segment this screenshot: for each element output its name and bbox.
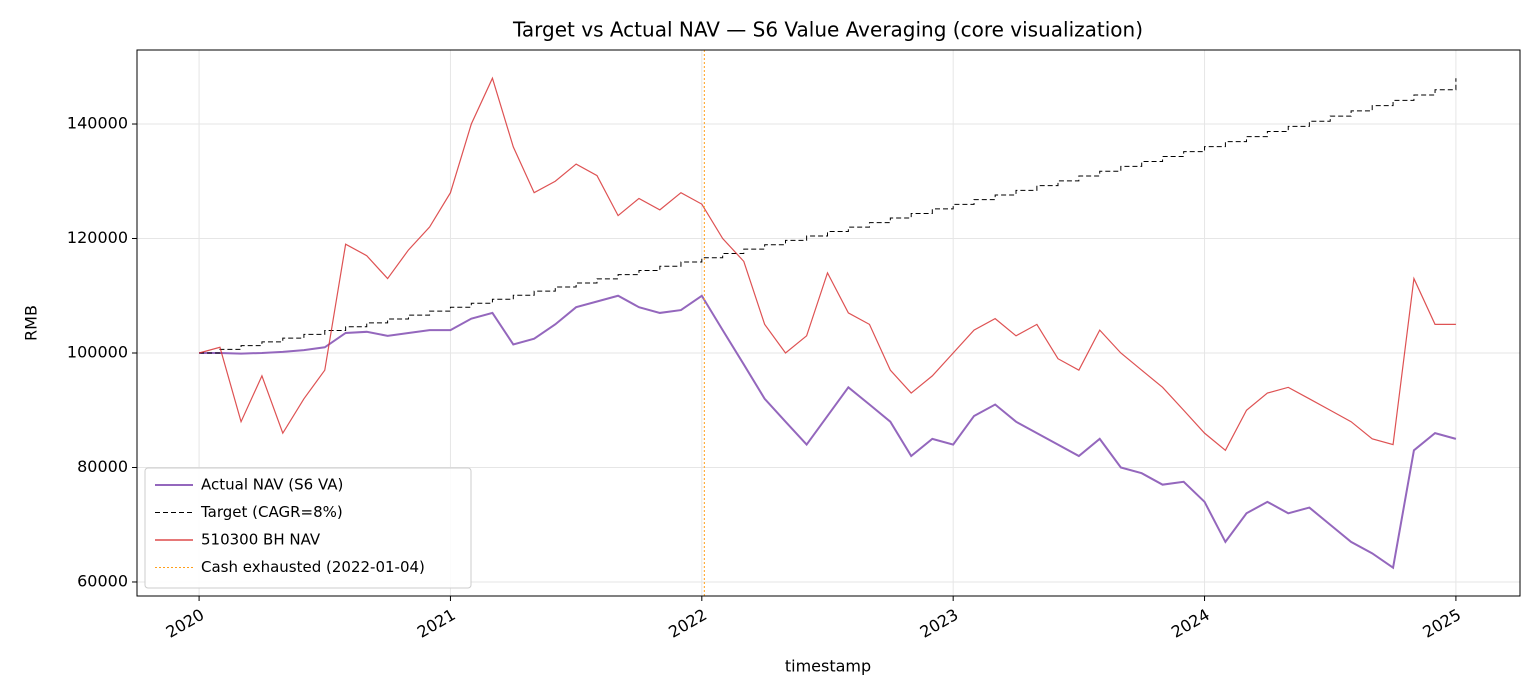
series-line <box>198 76 1456 452</box>
y-tick-label: 140000 <box>67 114 128 133</box>
x-tick-label: 2022 <box>665 605 710 642</box>
plot-frame <box>136 49 1521 597</box>
x-tick-label: 2024 <box>1168 605 1213 642</box>
legend-label: Target (CAGR=8%) <box>200 503 343 521</box>
y-tick-label: 100000 <box>67 342 128 361</box>
x-axis-label: timestamp <box>785 657 871 676</box>
series-line <box>199 294 1457 570</box>
x-tick-label: 2021 <box>414 605 459 642</box>
x-tick-label: 2023 <box>917 605 962 642</box>
y-tick-label: 60000 <box>77 571 128 590</box>
y-tick-label: 80000 <box>77 457 128 476</box>
legend-label: Actual NAV (S6 VA) <box>201 476 343 494</box>
x-tick-label: 2020 <box>163 605 208 642</box>
x-tick-label: 2025 <box>1419 605 1464 642</box>
chart-title: Target vs Actual NAV — S6 Value Averagin… <box>512 18 1143 42</box>
legend-label: Cash exhausted (2022-01-04) <box>201 558 425 576</box>
y-axis-label: RMB <box>22 305 41 341</box>
legend-box <box>144 467 472 589</box>
legend-label: 510300 BH NAV <box>201 531 321 549</box>
series-line <box>199 78 1457 354</box>
y-tick-label: 120000 <box>67 228 128 247</box>
